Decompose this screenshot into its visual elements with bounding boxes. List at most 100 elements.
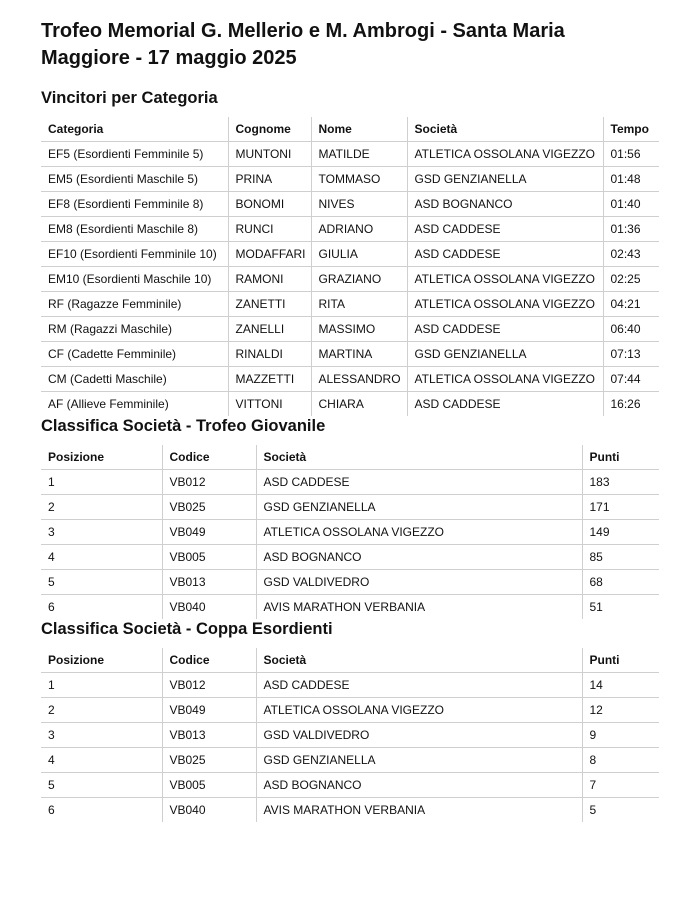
- table-cell: GRAZIANO: [311, 266, 408, 292]
- column-header: Posizione: [41, 445, 163, 470]
- table-cell: ATLETICA OSSOLANA VIGEZZO: [407, 141, 604, 167]
- table-cell: GSD VALDIVEDRO: [256, 569, 583, 595]
- table-cell: 4: [41, 544, 163, 570]
- column-header: Punti: [582, 648, 659, 673]
- table-row: EF10 (Esordienti Femminile 10) MODAFFARI G…: [41, 241, 659, 267]
- table-cell: 02:25: [603, 266, 659, 292]
- table-cell: ASD BOGNANCO: [407, 191, 604, 217]
- table-cell: RAMONI: [228, 266, 312, 292]
- column-header: Codice: [162, 648, 257, 673]
- table-row: CM (Cadetti Maschile) MAZZETTI ALESSANDRO A…: [41, 366, 659, 392]
- column-header: Tempo: [603, 117, 659, 142]
- table-cell: 51: [589, 600, 603, 614]
- table-row: 1 VB012 ASD CADDESE 183: [41, 469, 659, 495]
- table-container: Posizione Codice Società Punti 1 VB012 ASD CAD…: [41, 648, 659, 822]
- table-cell: MASSIMO: [311, 316, 408, 342]
- table-cell: RF (Ragazze Femminile): [41, 291, 229, 317]
- table-cell: 171: [582, 494, 659, 520]
- table-cell: VB005: [162, 772, 257, 798]
- column-header: Punti: [582, 445, 659, 470]
- table-row: EM8 (Esordienti Maschile 8) RUNCI ADRIANO A…: [41, 216, 659, 242]
- column-header: Categoria: [41, 117, 229, 142]
- table-cell: ATLETICA OSSOLANA VIGEZZO: [407, 266, 604, 292]
- table-cell: 7: [582, 772, 659, 798]
- table-cell: AVIS MARATHON VERBANIA: [256, 594, 583, 619]
- table-cell: 01:48: [603, 166, 659, 192]
- table-cell: EM5 (Esordienti Maschile 5): [41, 166, 229, 192]
- table-cell: 14: [582, 672, 659, 698]
- header-row: Posizione Codice Società Punti: [41, 445, 659, 470]
- table-row: 3 VB013 GSD VALDIVEDRO 9: [41, 722, 659, 748]
- table-row: 2 VB025 GSD GENZIANELLA 171: [41, 494, 659, 520]
- table-cell: 1: [41, 672, 163, 698]
- section-title: Classifica Società - Coppa Esordienti: [41, 620, 333, 638]
- table-cell: EM8 (Esordienti Maschile 8): [41, 216, 229, 242]
- table-cell: VB012: [162, 469, 257, 495]
- table-cell: EF8 (Esordienti Femminile 8): [41, 191, 229, 217]
- section-title: Vincitori per Categoria: [41, 89, 218, 107]
- table-container: Categoria Cognome Nome Società Tempo EF5 (Eso…: [41, 117, 659, 416]
- table-cell: ZANELLI: [228, 316, 312, 342]
- table-cell: ASD CADDESE: [407, 316, 604, 342]
- sections: Vincitori per Categoria Categoria Cognome N…: [41, 88, 659, 822]
- table-row: EM5 (Esordienti Maschile 5) PRINA TOMMASO G…: [41, 166, 659, 192]
- table-cell: 02:43: [603, 241, 659, 267]
- column-header: Nome: [311, 117, 408, 142]
- table-cell: VB013: [162, 722, 257, 748]
- document: Trofeo Memorial G. Mellerio e M. Ambrogi…: [41, 20, 659, 822]
- table-cell: ASD CADDESE: [256, 672, 583, 698]
- table-cell: VB049: [162, 697, 257, 723]
- table-row: 6 VB040 AVIS MARATHON VERBANIA 5: [41, 797, 659, 822]
- table-cell: VB049: [162, 519, 257, 545]
- table-cell: 183: [582, 469, 659, 495]
- table-cell: 01:56: [603, 141, 659, 167]
- table-cell: PRINA: [228, 166, 312, 192]
- table-cell: 04:21: [603, 291, 659, 317]
- table-cell: 01:40: [603, 191, 659, 217]
- table-row: 4 VB005 ASD BOGNANCO 85: [41, 544, 659, 570]
- table-cell: ALESSANDRO: [311, 366, 408, 392]
- table-cell: ASD CADDESE: [407, 216, 604, 242]
- table-row: 5 VB013 GSD VALDIVEDRO 68: [41, 569, 659, 595]
- table-cell: 16:26: [610, 397, 641, 411]
- table-cell: GSD VALDIVEDRO: [256, 722, 583, 748]
- table-cell: CHIARA: [311, 391, 408, 416]
- table-cell: 07:44: [603, 366, 659, 392]
- table-header: Categoria Cognome Nome Società Tempo: [41, 117, 659, 142]
- table-cell: 85: [582, 544, 659, 570]
- table-cell: 3: [41, 722, 163, 748]
- table-container: Posizione Codice Società Punti 1 VB012 ASD CAD…: [41, 445, 659, 619]
- table-cell: AVIS MARATHON VERBANIA: [256, 797, 583, 822]
- table-cell: GSD GENZIANELLA: [256, 747, 583, 773]
- table-row: EM10 (Esordienti Maschile 10) RAMONI GRAZI…: [41, 266, 659, 292]
- table-cell: ASD CADDESE: [256, 469, 583, 495]
- table-cell: 06:40: [603, 316, 659, 342]
- table-cell: VB012: [162, 672, 257, 698]
- table-row: 5 VB005 ASD BOGNANCO 7: [41, 772, 659, 798]
- table-cell: 2: [41, 697, 163, 723]
- table-cell: BONOMI: [228, 191, 312, 217]
- table-cell: ZANETTI: [228, 291, 312, 317]
- table-cell: 8: [582, 747, 659, 773]
- table-cell: RINALDI: [228, 341, 312, 367]
- table-cell: GSD GENZIANELLA: [407, 341, 604, 367]
- table-cell: AF (Allieve Femminile): [41, 391, 229, 416]
- table-cell: VB025: [162, 494, 257, 520]
- table-body: EF5 (Esordienti Femminile 5) MUNTONI MATIL…: [41, 141, 659, 416]
- table-cell: 4: [41, 747, 163, 773]
- table-cell: MUNTONI: [228, 141, 312, 167]
- table-cell: GSD GENZIANELLA: [256, 494, 583, 520]
- table-cell: ASD CADDESE: [407, 241, 604, 267]
- table-cell: VB005: [162, 544, 257, 570]
- column-header: Società: [407, 117, 604, 142]
- table-cell: ATLETICA OSSOLANA VIGEZZO: [256, 697, 583, 723]
- column-header: Società: [256, 445, 583, 470]
- table-cell: ASD BOGNANCO: [256, 772, 583, 798]
- table-cell: VB040: [162, 594, 257, 619]
- table-cell: ATLETICA OSSOLANA VIGEZZO: [407, 291, 604, 317]
- table-cell: 6: [41, 594, 163, 619]
- table-cell: 68: [582, 569, 659, 595]
- page-title: Trofeo Memorial G. Mellerio e M. Ambrogi…: [41, 20, 565, 69]
- table-cell: 3: [41, 519, 163, 545]
- table-cell: CM (Cadetti Maschile): [41, 366, 229, 392]
